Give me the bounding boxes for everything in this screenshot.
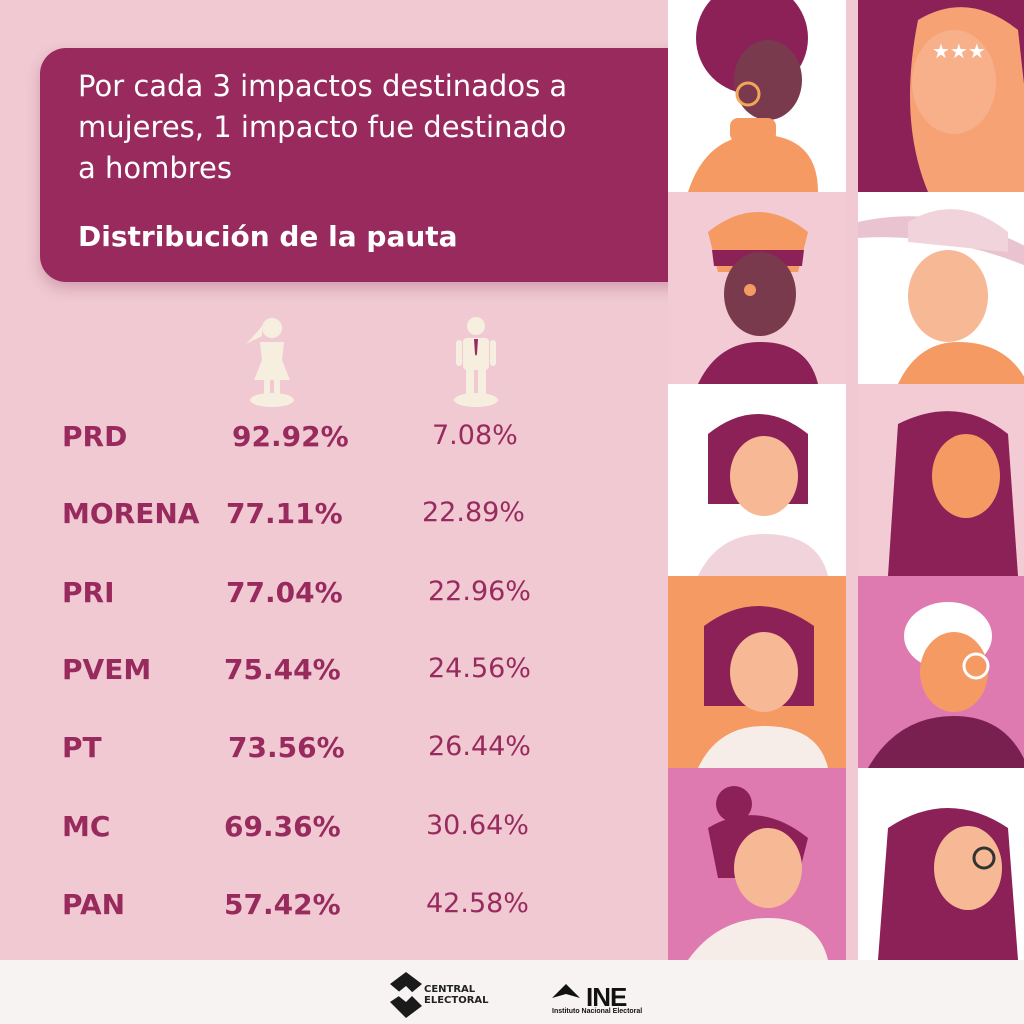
woman-bun-portrait [688, 786, 828, 960]
party-name: MC [62, 810, 111, 843]
women-percent: 92.92% [232, 420, 349, 453]
party-name: PRD [62, 420, 128, 453]
headline: Por cada 3 impactos destinados a mujeres… [78, 66, 658, 189]
table-row: PRD 92.92% 7.08% [0, 420, 668, 460]
party-name: PRI [62, 576, 115, 609]
party-name: PAN [62, 888, 126, 921]
party-name: MORENA [62, 497, 200, 530]
table-row: PVEM 75.44% 24.56% [0, 653, 668, 693]
men-percent: 22.96% [428, 576, 531, 607]
women-percent: 75.44% [224, 653, 341, 686]
women-percent: 77.11% [226, 497, 343, 530]
woman-afro-portrait [688, 0, 818, 192]
portrait-grid: ★★★ [668, 0, 1024, 960]
ine-logo-text: INE [586, 982, 627, 1012]
men-percent: 24.56% [428, 653, 531, 684]
table-row: PAN 57.42% 42.58% [0, 888, 668, 928]
table-row: PT 73.56% 26.44% [0, 731, 668, 771]
men-percent: 30.64% [426, 810, 529, 841]
man-glasses-portrait [868, 602, 1024, 768]
portrait-tile [858, 384, 1024, 576]
men-percent: 42.58% [426, 888, 529, 919]
man-icon [454, 317, 498, 407]
portrait-tile: ★★★ [858, 0, 1024, 192]
party-name: PT [62, 731, 102, 764]
woman-turban-portrait [698, 212, 818, 384]
logo-text-line-2: ELECTORAL [424, 995, 489, 1006]
woman-shorthair-portrait [698, 414, 828, 576]
women-percent: 73.56% [228, 731, 345, 764]
table-row: MC 69.36% 30.64% [0, 810, 668, 850]
portrait-tile [668, 384, 846, 576]
headline-line-1: Por cada 3 impactos destinados a [78, 69, 568, 103]
men-percent: 26.44% [428, 731, 531, 762]
party-name: PVEM [62, 653, 152, 686]
women-percent: 77.04% [226, 576, 343, 609]
woman-bob-portrait [698, 606, 828, 768]
svg-text:★★★: ★★★ [932, 39, 986, 63]
portrait-tile [858, 576, 1024, 768]
women-percent: 57.42% [224, 888, 341, 921]
woman-icon [246, 318, 294, 407]
header-card: Por cada 3 impactos destinados a mujeres… [40, 48, 680, 282]
headline-line-3: a hombres [78, 151, 233, 185]
ine-logo-mark [552, 984, 580, 998]
men-percent: 7.08% [432, 420, 518, 451]
portrait-tile [668, 768, 846, 960]
portrait-tile [858, 768, 1024, 960]
logo-text-line-1: CENTRAL [424, 984, 476, 995]
table-row: MORENA 77.11% 22.89% [0, 497, 668, 537]
portrait-tile [858, 192, 1024, 384]
footer [0, 960, 1024, 1024]
women-percent: 69.36% [224, 810, 341, 843]
portrait-tile [668, 192, 846, 384]
central-electoral-text: CENTRAL ELECTORAL [424, 984, 489, 1006]
portrait-tile [668, 576, 846, 768]
ine-logo-subtitle: Instituto Nacional Electoral [552, 1008, 643, 1015]
woman-blonde-portrait: ★★★ [910, 7, 1024, 192]
woman-hat-portrait [858, 209, 1024, 384]
table-row: PRI 77.04% 22.96% [0, 576, 668, 616]
subtitle: Distribución de la pauta [78, 220, 458, 253]
headline-line-2: mujeres, 1 impacto fue destinado [78, 110, 567, 144]
woman-longhair-portrait [888, 411, 1018, 576]
portrait-tile [668, 0, 846, 192]
central-electoral-logo [390, 972, 422, 1018]
men-percent: 22.89% [422, 497, 525, 528]
woman-glasses-portrait [878, 808, 1018, 960]
